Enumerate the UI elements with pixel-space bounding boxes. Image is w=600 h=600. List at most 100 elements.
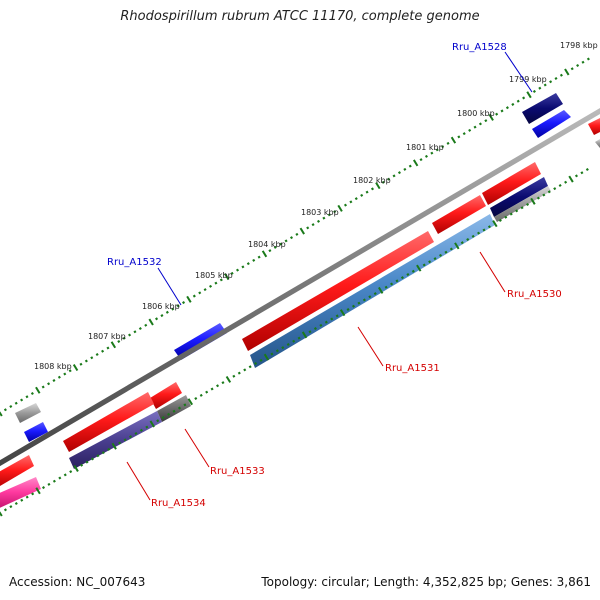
minor-tick (165, 310, 169, 314)
minor-tick (90, 356, 94, 360)
minor-tick (516, 99, 520, 103)
major-tick (0, 411, 3, 417)
minor-tick (522, 96, 526, 100)
genome-summary-text: Topology: circular; Length: 4,352,825 bp… (261, 575, 591, 589)
minor-tick (586, 57, 590, 61)
minor-tick (171, 307, 175, 311)
minor-tick (462, 132, 466, 136)
minor-tick (167, 412, 171, 416)
leader-rru-a1531 (357, 326, 384, 367)
minor-tick (511, 102, 515, 106)
cds-rru-a1534[interactable] (69, 411, 162, 469)
minor-tick (182, 301, 186, 305)
major-tick (526, 91, 532, 99)
minor-tick (30, 392, 34, 396)
kbp-label: 1808 kbp (34, 362, 72, 371)
minor-tick (95, 353, 99, 357)
gene-outer-red[interactable] (588, 118, 600, 135)
minor-tick (306, 226, 310, 230)
minor-tick (559, 73, 563, 77)
minor-tick (384, 285, 388, 289)
label-rru-a1528[interactable]: Rru_A1528 (452, 42, 507, 53)
minor-tick (360, 193, 364, 197)
gene-forward-2[interactable] (432, 195, 486, 234)
minor-tick (324, 320, 328, 324)
minor-tick (3, 508, 7, 512)
cds-reverse-navy[interactable] (490, 177, 548, 217)
minor-tick (31, 492, 35, 496)
minor-tick (241, 265, 245, 269)
major-tick (149, 420, 155, 428)
kbp-tick-ring (0, 57, 590, 417)
minor-tick (581, 60, 585, 64)
minor-tick (536, 196, 540, 200)
label-rru-a1534[interactable]: Rru_A1534 (151, 498, 206, 509)
minor-tick (63, 372, 67, 376)
minor-tick (199, 393, 203, 397)
minor-tick (349, 200, 353, 204)
minor-tick (408, 164, 412, 168)
minor-tick (395, 279, 399, 283)
minor-tick (192, 294, 196, 298)
minor-tick (14, 501, 18, 505)
minor-tick (101, 349, 105, 353)
minor-tick (85, 460, 89, 464)
minor-tick (214, 281, 218, 285)
minor-tick (221, 381, 225, 385)
gene-forward-4[interactable] (150, 382, 182, 409)
minor-tick (257, 255, 261, 259)
label-rru-a1531[interactable]: Rru_A1531 (385, 363, 440, 374)
minor-tick (139, 428, 143, 432)
minor-tick (254, 362, 258, 366)
minor-tick (203, 288, 207, 292)
minor-tick (252, 258, 256, 262)
major-tick (378, 286, 384, 294)
major-tick (530, 197, 536, 205)
minor-tick (526, 203, 530, 207)
major-tick (225, 375, 232, 383)
minor-tick (133, 330, 137, 334)
gene-forward-6[interactable] (0, 455, 34, 489)
minor-tick (20, 498, 24, 502)
minor-tick (558, 183, 562, 187)
gene-forward-5[interactable] (63, 392, 154, 452)
label-rru-a1530[interactable]: Rru_A1530 (507, 289, 562, 300)
major-tick (261, 250, 268, 258)
major-tick (111, 442, 117, 450)
major-tick (375, 182, 381, 190)
minor-tick (439, 253, 443, 257)
major-tick (224, 273, 230, 281)
label-rru-a1533[interactable]: Rru_A1533 (210, 466, 265, 477)
major-tick (73, 464, 79, 472)
cds-rru-a1530[interactable] (250, 214, 495, 368)
kbp-label-group: 1798 kbp 1799 kbp 1800 kbp 1801 kbp 1802… (34, 41, 598, 371)
gene-outer-grey[interactable] (15, 403, 41, 423)
minor-tick (482, 228, 486, 232)
minor-tick (128, 333, 132, 337)
minor-tick (351, 304, 356, 308)
major-tick (412, 159, 419, 167)
minor-tick (20, 398, 24, 402)
gene-outer-blue-1[interactable] (532, 110, 571, 138)
minor-tick (155, 317, 159, 321)
minor-tick (210, 387, 214, 391)
minor-tick (259, 358, 263, 362)
minor-tick (419, 158, 423, 162)
cds-reverse-pink[interactable] (0, 477, 41, 510)
gene-rru-a1531[interactable] (242, 231, 434, 351)
cds-rru-a1533[interactable] (157, 395, 191, 422)
gene-outer-blue-2[interactable] (24, 422, 48, 442)
leader-rru-a1532 (157, 267, 182, 306)
cds-reverse-grey[interactable] (494, 186, 551, 222)
gene-rru-a1528[interactable] (522, 93, 563, 124)
minor-tick (460, 241, 464, 245)
gene-forward-1[interactable] (482, 162, 541, 205)
label-rru-a1532[interactable]: Rru_A1532 (107, 257, 162, 268)
minor-tick (500, 109, 504, 113)
gene-outer-grey-2[interactable] (595, 139, 600, 148)
major-tick (337, 204, 343, 212)
minor-tick (172, 409, 176, 413)
minor-tick (392, 174, 396, 178)
minor-tick (209, 284, 213, 288)
major-tick (301, 331, 308, 339)
